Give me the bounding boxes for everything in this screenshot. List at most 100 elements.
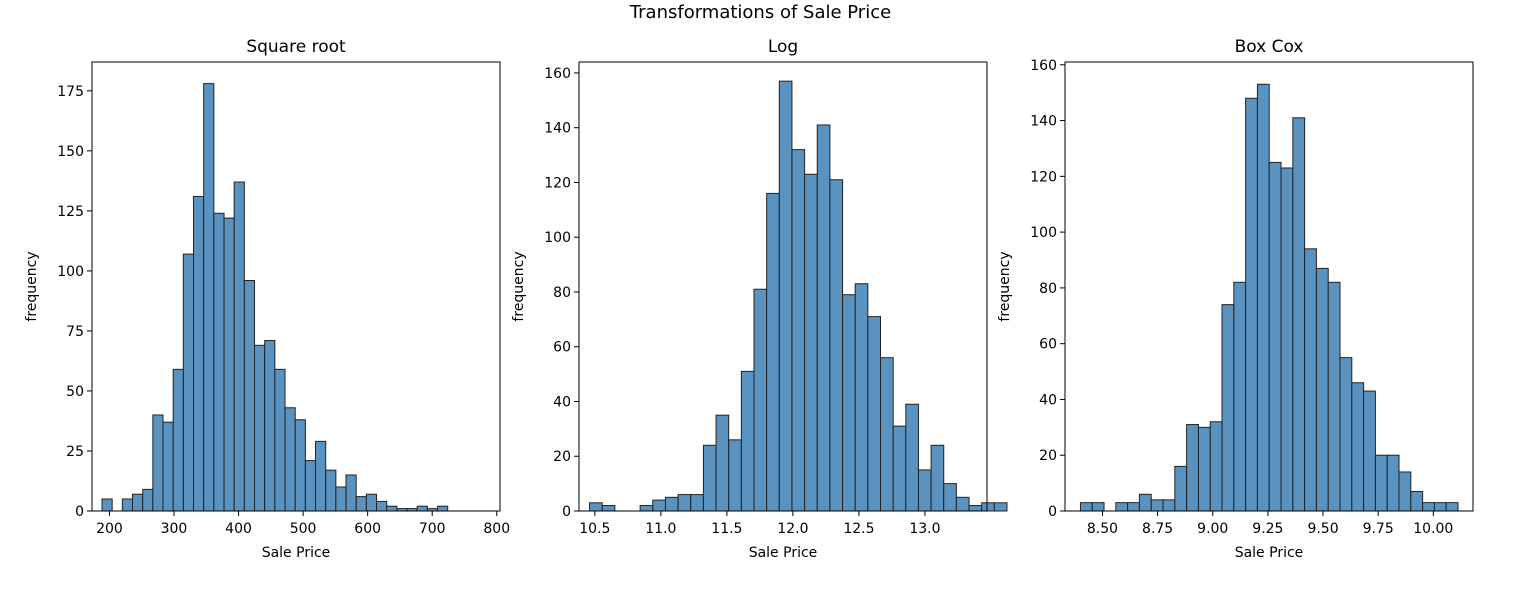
histogram-bar	[1115, 502, 1129, 512]
y-tick-label: 160	[544, 66, 571, 82]
x-axis-label: Sale Price	[262, 545, 331, 561]
y-tick-label: 0	[1048, 504, 1057, 520]
histogram-bar	[1197, 426, 1211, 512]
histogram-bar	[917, 469, 932, 512]
histogram-bar	[1127, 502, 1140, 512]
x-tick-label: 300	[161, 521, 188, 537]
x-tick-label: 500	[290, 521, 317, 537]
histogram-bar	[1327, 281, 1341, 512]
histogram-bar	[1280, 167, 1294, 512]
histogram-bar	[892, 425, 907, 512]
histogram-bar	[304, 460, 317, 512]
histogram-bar	[1079, 502, 1093, 512]
y-tick-label: 20	[1039, 448, 1057, 464]
y-tick-label: 0	[75, 504, 84, 520]
histogram-bar	[1315, 267, 1329, 512]
histogram-bar	[867, 316, 881, 512]
y-tick-label: 100	[544, 230, 571, 246]
histogram-bar	[274, 368, 286, 512]
x-tick-label: 700	[419, 521, 446, 537]
histogram-bar	[905, 403, 919, 512]
panel-title: Square root	[246, 37, 346, 57]
histogram-bar	[213, 212, 225, 512]
y-tick-label: 120	[1030, 169, 1057, 185]
histogram-bar	[1292, 117, 1306, 512]
histogram-bar	[152, 414, 164, 512]
histogram-bar	[345, 474, 357, 512]
y-tick-label: 75	[66, 324, 84, 340]
histogram-bar	[791, 149, 806, 512]
histogram-bar	[993, 502, 1008, 512]
histogram-bar	[943, 483, 957, 512]
histogram-bar	[677, 494, 692, 512]
histogram-bar	[355, 496, 367, 512]
histogram-bar	[1433, 502, 1447, 512]
histogram-bar	[601, 505, 616, 512]
x-tick-label: 12.0	[777, 521, 808, 537]
histogram-bar	[664, 496, 679, 512]
histogram-bar	[816, 124, 831, 512]
histogram-bar	[1186, 424, 1199, 512]
y-tick-label: 50	[66, 384, 84, 400]
histogram-bar	[804, 173, 818, 512]
histogram-bar	[1256, 83, 1270, 512]
histogram-bar	[386, 505, 398, 512]
histogram-bar	[652, 499, 666, 512]
y-tick-label: 60	[1039, 337, 1057, 353]
y-tick-label: 80	[553, 285, 571, 301]
histogram-bar	[193, 195, 205, 512]
y-tick-label: 175	[57, 84, 84, 100]
histogram-bar	[930, 444, 945, 512]
y-tick-label: 160	[1030, 58, 1057, 74]
histogram-bar	[1233, 281, 1247, 512]
y-tick-label: 125	[57, 204, 84, 220]
y-tick-label: 40	[553, 394, 571, 410]
histogram-bar	[172, 368, 184, 512]
histogram-bar	[1422, 502, 1435, 512]
histogram-bar	[1174, 465, 1188, 512]
y-tick-label: 100	[57, 264, 84, 280]
x-tick-label: 9.75	[1363, 521, 1394, 537]
axes-frame	[578, 61, 988, 512]
histogram-bar	[1363, 390, 1376, 512]
y-tick-label: 20	[553, 449, 571, 465]
y-tick-label: 25	[66, 444, 84, 460]
histogram-bar	[142, 488, 154, 512]
y-tick-label: 140	[1030, 114, 1057, 130]
histogram-bar	[182, 253, 195, 512]
histogram-bar	[254, 344, 266, 512]
x-axis-label: Sale Price	[1235, 545, 1304, 561]
x-tick-label: 200	[96, 521, 123, 537]
y-tick-label: 150	[57, 144, 84, 160]
x-tick-label: 8.75	[1142, 521, 1173, 537]
histogram-bar	[981, 502, 995, 512]
histogram-bar	[690, 494, 704, 512]
y-axis-label: frequency	[24, 251, 40, 321]
y-tick-label: 40	[1039, 392, 1057, 408]
panel-3: 8.50 8.75 9.00 9.25 9.50 9.75 10.00 0 20 40 60 80 10…	[997, 37, 1474, 561]
axes-frame	[1064, 61, 1474, 512]
histogram-bar	[1091, 502, 1105, 512]
x-tick-label: 11.5	[711, 521, 742, 537]
histogram-bar	[740, 370, 755, 512]
panel-title: Log	[768, 37, 798, 57]
y-tick-label: 0	[562, 504, 571, 520]
y-axis-label: frequency	[997, 251, 1013, 321]
histogram-bar	[264, 340, 276, 512]
histogram-bar	[854, 283, 869, 512]
histogram-bar	[1398, 471, 1412, 512]
histogram-bar	[766, 192, 780, 512]
y-tick-label: 100	[1030, 225, 1057, 241]
histogram-bar	[1386, 454, 1400, 512]
histogram-bar	[1162, 499, 1176, 512]
histogram-bar	[778, 80, 793, 512]
histogram-bar	[121, 498, 134, 512]
x-tick-label: 13.0	[909, 521, 940, 537]
figure-title: Transformations of Sale Price	[629, 2, 892, 23]
histogram-bar	[880, 357, 894, 512]
panel-1: 200 300 400 500 600 700 800 0 25 50 75 100 125 150 175…	[24, 37, 510, 561]
histogram-bar	[1245, 97, 1258, 512]
histogram-bar	[1209, 421, 1223, 512]
